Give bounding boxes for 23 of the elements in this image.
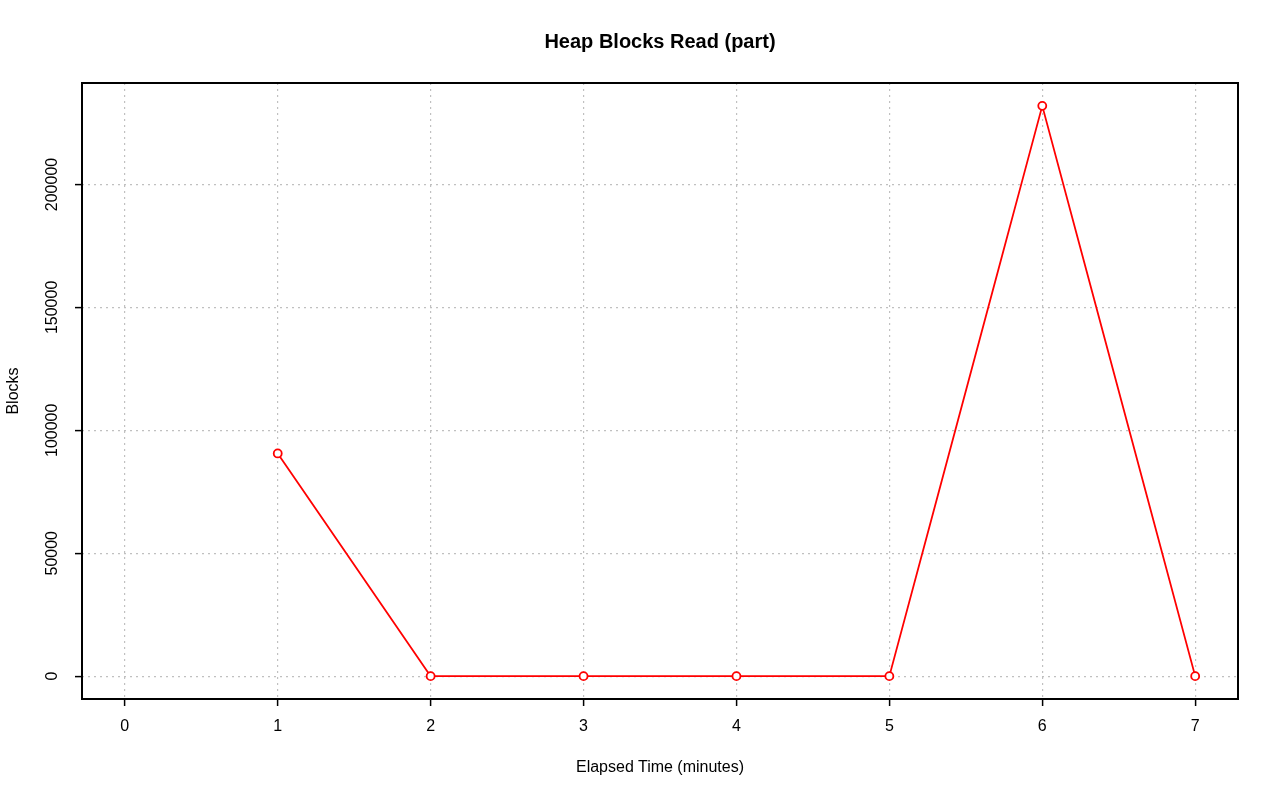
x-tick-label: 3 bbox=[579, 717, 589, 735]
point bbox=[1037, 100, 1048, 111]
point bbox=[425, 671, 436, 682]
y-tick-label: 100000 bbox=[42, 403, 60, 458]
x-tick-label: 2 bbox=[426, 717, 436, 735]
y-tick-label: 50000 bbox=[42, 530, 60, 576]
x-tick-label: 5 bbox=[884, 717, 894, 735]
y-tick-label: 0 bbox=[42, 671, 60, 681]
y-axis-title: Blocks bbox=[4, 367, 22, 415]
x-tick-label: 4 bbox=[732, 717, 741, 735]
x-tick-label: 7 bbox=[1190, 717, 1200, 735]
x-tick-label: 0 bbox=[120, 717, 130, 735]
y-tick-label: 150000 bbox=[42, 280, 60, 335]
point bbox=[731, 671, 742, 682]
chart-title: Heap Blocks Read (part) bbox=[544, 29, 776, 52]
point bbox=[884, 671, 895, 682]
x-tick-label: 1 bbox=[273, 717, 283, 735]
point bbox=[272, 448, 283, 459]
x-tick-label: 6 bbox=[1037, 717, 1047, 735]
point bbox=[578, 671, 589, 682]
y-tick-label: 200000 bbox=[42, 157, 60, 212]
x-axis-title: Elapsed Time (minutes) bbox=[575, 757, 745, 775]
point bbox=[1190, 671, 1201, 682]
